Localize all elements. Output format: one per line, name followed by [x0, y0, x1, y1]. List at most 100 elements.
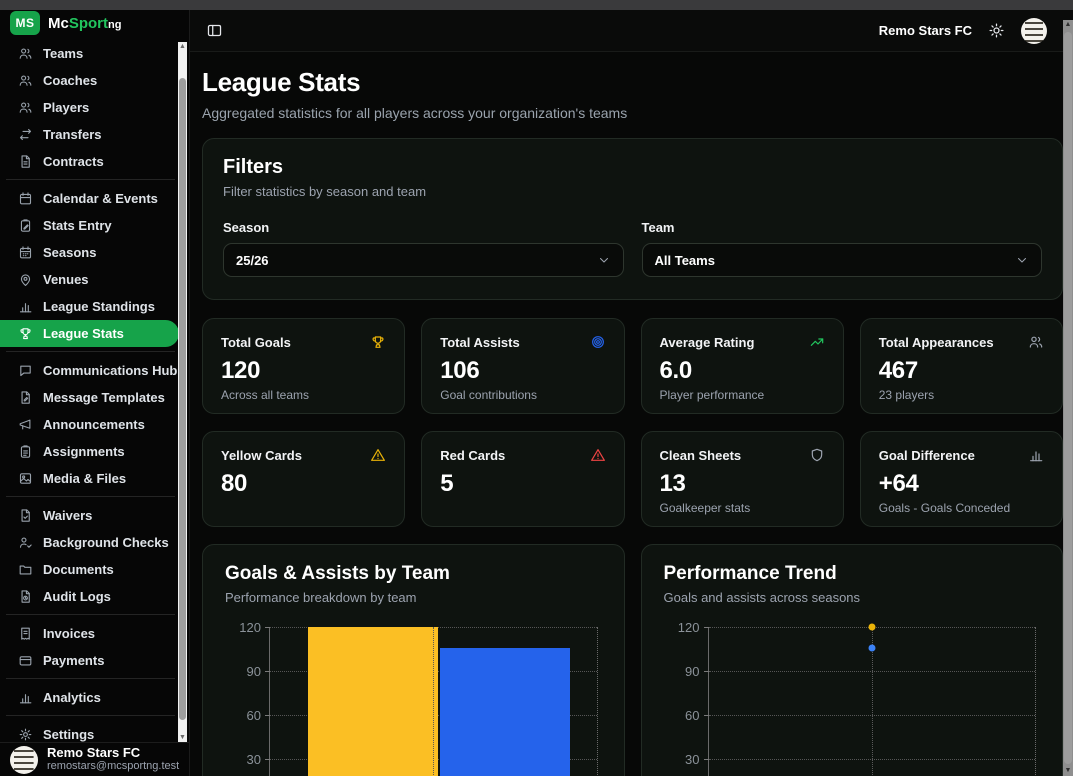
brand-logo[interactable]: MS McSportng [0, 10, 189, 36]
sidebar-item-communications-hub[interactable]: Communications Hub [0, 357, 179, 384]
bar-assists [439, 647, 571, 776]
brand-badge-icon: MS [10, 11, 40, 35]
team-label: Team [641, 220, 675, 235]
footer-org-name: Remo Stars FC [47, 745, 141, 760]
sidebar-item-audit-logs[interactable]: Audit Logs [0, 583, 179, 610]
users-icon [1028, 334, 1044, 350]
point-assists [868, 644, 876, 652]
stats-grid: Total Goals 120 Across all teams Total Assi… [202, 318, 1063, 527]
sidebar-item-seasons[interactable]: Seasons [0, 239, 179, 266]
stat-value: 13 [659, 470, 686, 497]
sidebar-footer[interactable]: Remo Stars FC remostars@mcsportng.test [0, 742, 189, 776]
chevron-down-icon [597, 253, 611, 267]
sidebar-scrollbar[interactable]: ▲ ▼ [178, 42, 187, 742]
scroll-up-icon[interactable]: ▲ [1064, 21, 1072, 28]
settings-icon [18, 727, 33, 742]
stat-value: 5 [440, 470, 454, 497]
sidebar-item-stats-entry[interactable]: Stats Entry [0, 212, 179, 239]
sidebar-nav: Teams Coaches Players Transfers Contracts Cal… [0, 36, 189, 748]
sidebar-item-waivers[interactable]: Waivers [0, 502, 179, 529]
main-area: Remo Stars FC League Stats Aggregated st… [190, 10, 1073, 776]
clipboard-list-icon [18, 444, 33, 459]
sidebar-item-settings[interactable]: Settings [0, 721, 179, 748]
scatter-chart-plot: 0306090120 [664, 620, 1041, 776]
stat-sublabel: 23 players [878, 388, 935, 402]
team-select[interactable]: All Teams [641, 243, 1042, 277]
sidebar-item-teams[interactable]: Teams [0, 40, 179, 67]
theme-toggle-button[interactable] [988, 22, 1005, 39]
scroll-down-icon[interactable]: ▼ [1064, 767, 1072, 774]
bar-goals [307, 627, 439, 776]
season-select[interactable]: 25/26 [223, 243, 624, 277]
sidebar-item-league-standings[interactable]: League Standings [0, 293, 179, 320]
sidebar-item-invoices[interactable]: Invoices [0, 620, 179, 647]
sidebar-divider [6, 179, 175, 180]
sidebar-scrollbar-thumb[interactable] [179, 78, 186, 720]
users-icon [18, 73, 33, 88]
scroll-up-icon[interactable]: ▲ [179, 43, 186, 50]
y-axis-tick-label: 30 [685, 752, 700, 767]
sidebar-item-calendar-events[interactable]: Calendar & Events [0, 185, 179, 212]
user-avatar[interactable] [1021, 17, 1047, 44]
sidebar-item-payments[interactable]: Payments [0, 647, 179, 674]
trophy-icon [18, 326, 33, 341]
sidebar-toggle-button[interactable] [206, 22, 223, 39]
megaphone-icon [18, 417, 33, 432]
bar-chart-icon [1028, 447, 1044, 463]
file-clock-icon [18, 589, 33, 604]
file-check-icon [18, 508, 33, 523]
alert-triangle-icon [370, 447, 386, 463]
trophy-icon [370, 334, 386, 350]
stat-value: 467 [878, 357, 918, 384]
y-axis-tick-label: 90 [246, 664, 261, 679]
bar-chart-plot: 0306090120 [225, 620, 602, 776]
scroll-down-icon[interactable]: ▼ [179, 734, 186, 741]
sidebar-item-analytics[interactable]: Analytics [0, 684, 179, 711]
sidebar-item-coaches[interactable]: Coaches [0, 67, 179, 94]
clipboard-pen-icon [18, 218, 33, 233]
trending-up-icon [809, 334, 825, 350]
page-subtitle: Aggregated statistics for all players ac… [202, 105, 628, 121]
sidebar-item-players[interactable]: Players [0, 94, 179, 121]
sidebar-item-league-stats[interactable]: League Stats [0, 320, 179, 347]
stat-sublabel: Player performance [659, 388, 765, 402]
stat-value: 106 [440, 357, 480, 384]
sidebar-divider [6, 496, 175, 497]
sidebar-item-announcements[interactable]: Announcements [0, 411, 179, 438]
stat-value: 120 [221, 357, 261, 384]
y-axis-tick-label: 120 [239, 620, 261, 635]
users-icon [18, 46, 33, 61]
stat-card-clean-sheets: Clean Sheets 13 Goalkeeper stats [640, 431, 844, 527]
sidebar-item-contracts[interactable]: Contracts [0, 148, 179, 175]
sidebar-item-documents[interactable]: Documents [0, 556, 179, 583]
sidebar-item-venues[interactable]: Venues [0, 266, 179, 293]
users-icon [18, 100, 33, 115]
sidebar-item-background-checks[interactable]: Background Checks [0, 529, 179, 556]
folder-icon [18, 562, 33, 577]
sidebar-item-media-files[interactable]: Media & Files [0, 465, 179, 492]
club-crest-avatar [10, 745, 38, 774]
page-scrollbar-thumb[interactable] [1064, 32, 1072, 764]
stat-card-average-rating: Average Rating 6.0 Player performance [640, 318, 844, 414]
image-icon [18, 471, 33, 486]
stat-sublabel: Across all teams [221, 388, 310, 402]
sidebar-item-assignments[interactable]: Assignments [0, 438, 179, 465]
sidebar: MS McSportng Teams Coaches Players Transfer… [0, 10, 190, 776]
stat-value: +64 [878, 470, 919, 497]
stat-sublabel: Goalkeeper stats [659, 501, 751, 515]
sidebar-item-transfers[interactable]: Transfers [0, 121, 179, 148]
team-filter-field: Team All Teams [641, 220, 1042, 277]
stat-card-total-appearances: Total Appearances 467 23 players [859, 318, 1063, 414]
sidebar-item-message-templates[interactable]: Message Templates [0, 384, 179, 411]
page-title: League Stats [202, 67, 361, 97]
page-content: League Stats Aggregated statistics for a… [190, 52, 1073, 776]
map-pin-icon [18, 272, 33, 287]
chart-title: Performance Trend [663, 563, 837, 584]
user-check-icon [18, 535, 33, 550]
chart-subtitle: Performance breakdown by team [225, 590, 417, 605]
stat-value: 80 [221, 470, 248, 497]
alert-triangle-icon [590, 447, 606, 463]
page-scrollbar[interactable]: ▲ ▼ [1063, 20, 1073, 776]
y-axis-tick-label: 60 [685, 708, 700, 723]
footer-org-email: remostars@mcsportng.test [47, 760, 180, 772]
